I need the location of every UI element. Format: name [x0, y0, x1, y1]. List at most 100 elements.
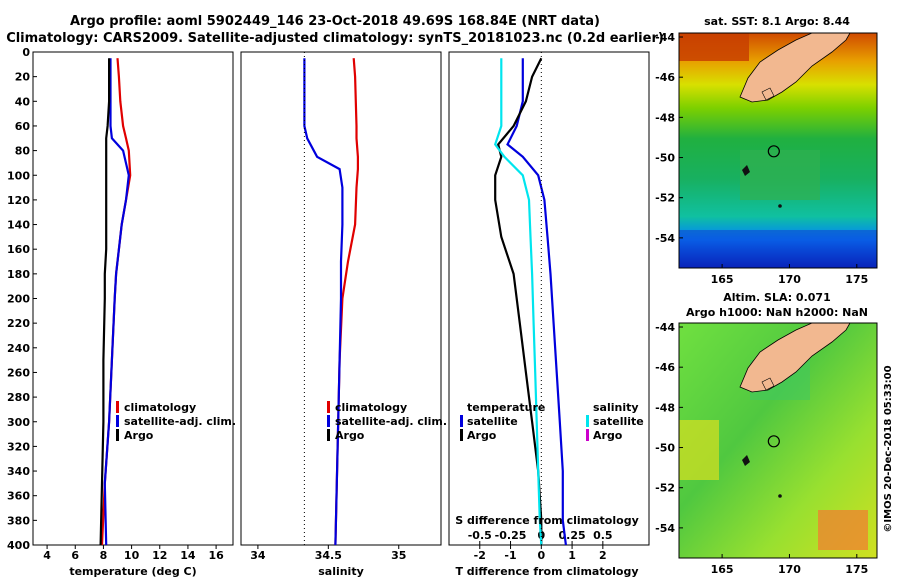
auckland-islands: [742, 165, 750, 176]
s-difference-x-tick-label: 0.5: [593, 529, 613, 542]
campbell-island: [778, 204, 782, 208]
legend-label-argo: Argo: [335, 429, 365, 442]
t-difference-x-tick-label: -1: [504, 549, 516, 562]
temperature-plot-frame: [32, 51, 234, 546]
lon-tick-label: 170: [778, 563, 801, 576]
t-difference-xlabel: T difference from climatology: [455, 565, 638, 578]
salinity-legend: climatology satellite-adj. clim. Argo: [327, 401, 447, 442]
depth-tick-label: 100: [7, 169, 30, 182]
sla-map: Altim. SLA: 0.071 Argo h1000: NaN h2000:…: [655, 291, 878, 576]
depth-tick-label: 160: [7, 243, 30, 256]
s-difference-x-tick-label: 0.25: [559, 529, 586, 542]
temperature-argo-line: [494, 57, 543, 545]
lat-tick-label: -48: [655, 111, 675, 124]
t-difference-x-tick-label: 0: [537, 549, 545, 562]
temperature-x-tick-label: 16: [208, 549, 224, 562]
depth-tick-label: 180: [7, 268, 30, 281]
depth-tick-label: 280: [7, 391, 30, 404]
lat-tick-label: -50: [655, 152, 675, 165]
lat-tick-label: -52: [655, 482, 675, 495]
temperature-panel: 0 20 40 60 80 100 120 140 160 180 200 220 240 260 280 3…: [7, 46, 236, 578]
depth-tick-label: 260: [7, 366, 30, 379]
difference-legend: temperature satellite Argo salinity sate…: [460, 401, 644, 442]
lat-tick-label: -46: [655, 361, 675, 374]
depth-axis: 0 20 40 60 80 100 120 140 160 180 200 220 240 260 280 3…: [7, 46, 37, 552]
campbell-island: [778, 494, 782, 498]
stewart-island: [761, 87, 775, 101]
depth-tick-label: 20: [15, 71, 31, 84]
legend-title-salinity: salinity: [593, 401, 639, 414]
depth-tick-label: 40: [15, 95, 31, 108]
legend-mark-satellite: [327, 415, 330, 427]
lon-tick-label: 175: [845, 273, 868, 286]
legend-label-t-argo: Argo: [467, 429, 497, 442]
depth-tick-label: 360: [7, 490, 30, 503]
sst-lon-axis: 165 170 175: [711, 264, 868, 286]
legend-mark-s-satellite: [586, 415, 589, 427]
argo-position-marker: [767, 145, 780, 158]
lon-tick-label: 165: [711, 273, 734, 286]
sst-map-frame: [678, 32, 878, 269]
s-difference-x-tick-label: -0.5: [468, 529, 492, 542]
sst-map: sat. SST: 8.1 Argo: 8.44 165 170 175 -44-4…: [655, 15, 878, 286]
salinity-x-tick-label: 35: [391, 549, 406, 562]
s-difference-xlabel: S difference from climatology: [455, 514, 639, 527]
sst-warm-patch: [679, 33, 749, 61]
s-difference-x-tick-label: -0.25: [495, 529, 527, 542]
legend-mark-climatology: [116, 401, 119, 413]
sst-cold-patch: [679, 230, 877, 268]
depth-tick-label: 120: [7, 194, 30, 207]
legend-mark-argo: [327, 429, 330, 441]
lon-tick-label: 165: [711, 563, 734, 576]
legend-mark-climatology: [327, 401, 330, 413]
depth-tick-label: 320: [7, 440, 30, 453]
difference-series: [493, 52, 567, 545]
temperature-x-tick-label: 8: [100, 549, 108, 562]
lon-tick-label: 175: [845, 563, 868, 576]
salinity-series: [303, 52, 359, 545]
imos-watermark: ©IMOS 20-Dec-2018 05:33:00: [883, 365, 894, 532]
lat-tick-label: -48: [655, 401, 675, 414]
lat-tick-label: -44: [655, 31, 675, 44]
lat-tick-label: -54: [655, 232, 675, 245]
depth-tick-label: 380: [7, 514, 30, 527]
depth-tick-label: 80: [15, 145, 31, 158]
salinity-xlabel: salinity: [318, 565, 364, 578]
satellite-adj-clim-line: [103, 58, 130, 545]
legend-label-s-argo: Argo: [593, 429, 623, 442]
auckland-islands: [742, 455, 750, 466]
salinity-panel: 34 34.5 35 salinity climatology satellite-…: [240, 51, 447, 578]
salinity-x-tick-label: 34.5: [315, 549, 342, 562]
sst-lat-axis: -44 -46 -48 -50 -52 -54: [655, 31, 683, 245]
temperature-x-tick-label: 10: [124, 549, 140, 562]
legend-title-temperature: temperature: [467, 401, 545, 414]
legend-mark-satellite: [116, 415, 119, 427]
salinity-x-tick-label: 34: [250, 549, 266, 562]
depth-tick-label: 220: [7, 317, 30, 330]
legend-mark-t-argo: [460, 429, 463, 441]
sla-peak-patch: [818, 510, 868, 550]
temperature-x-axis: 4 6 8 10 12 14 16: [43, 545, 224, 562]
lat-tick-label: -44: [655, 321, 675, 334]
new-zealand-land: [739, 32, 851, 103]
legend-mark-s-argo: [586, 429, 589, 441]
lat-tick-label: -50: [655, 442, 675, 455]
legend-mark-argo: [116, 429, 119, 441]
sla-lon-axis: 165 170 175: [711, 554, 868, 576]
depth-tick-label: 240: [7, 342, 30, 355]
lon-tick-label: 170: [778, 273, 801, 286]
depth-tick-label: 340: [7, 465, 30, 478]
temperature-x-tick-label: 4: [43, 549, 51, 562]
legend-label-satellite: satellite-adj. clim.: [124, 415, 236, 428]
difference-panel: -2 -1 0 1 2 -0.5 -0.25 0 0.25 0.5 T difference f…: [448, 51, 650, 578]
argo-position-marker: [767, 435, 780, 448]
salinity-x-axis: 34 34.5 35: [250, 545, 406, 562]
lat-tick-label: -54: [655, 522, 675, 535]
sla-lat-axis: -44 -46 -48 -50 -52 -54: [655, 321, 683, 535]
legend-mark-t-satellite: [460, 415, 463, 427]
figure-title-line2: Climatology: CARS2009. Satellite-adjuste…: [6, 31, 664, 46]
t-difference-x-tick-label: 1: [568, 549, 576, 562]
t-difference-x-tick-label: 2: [599, 549, 607, 562]
temperature-legend: climatology satellite-adj. clim. Argo: [116, 401, 236, 442]
figure-title-line1: Argo profile: aoml 5902449_146 23-Oct-20…: [70, 14, 600, 29]
